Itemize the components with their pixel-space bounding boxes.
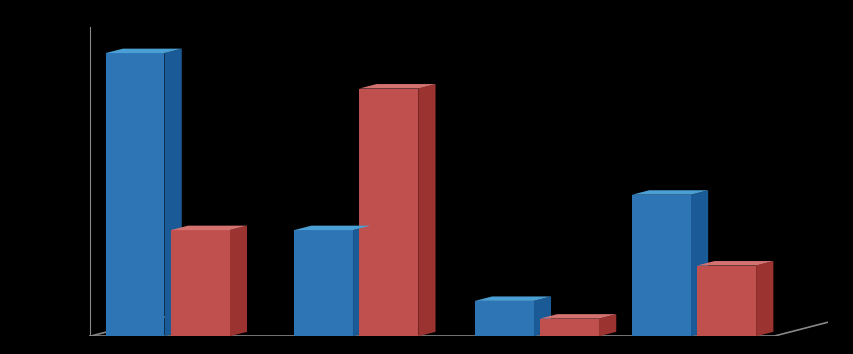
Polygon shape xyxy=(696,266,755,336)
Polygon shape xyxy=(631,195,690,336)
Polygon shape xyxy=(359,84,435,88)
Polygon shape xyxy=(631,190,707,195)
Polygon shape xyxy=(418,84,435,336)
Polygon shape xyxy=(106,48,182,53)
Polygon shape xyxy=(359,88,418,336)
Polygon shape xyxy=(539,319,598,336)
Polygon shape xyxy=(474,301,533,336)
Polygon shape xyxy=(755,261,773,336)
Polygon shape xyxy=(539,314,616,319)
Polygon shape xyxy=(696,261,773,266)
Polygon shape xyxy=(229,225,247,336)
Polygon shape xyxy=(293,225,370,230)
Polygon shape xyxy=(171,230,229,336)
Polygon shape xyxy=(165,48,182,336)
Polygon shape xyxy=(474,296,550,301)
Polygon shape xyxy=(598,314,616,336)
Polygon shape xyxy=(352,225,370,336)
Polygon shape xyxy=(690,190,707,336)
Polygon shape xyxy=(293,230,352,336)
Polygon shape xyxy=(533,296,550,336)
Polygon shape xyxy=(106,53,165,336)
Polygon shape xyxy=(171,225,247,230)
